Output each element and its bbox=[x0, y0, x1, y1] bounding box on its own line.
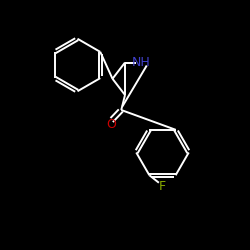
Text: NH: NH bbox=[132, 56, 150, 69]
Text: F: F bbox=[158, 180, 166, 193]
Text: O: O bbox=[106, 118, 116, 132]
